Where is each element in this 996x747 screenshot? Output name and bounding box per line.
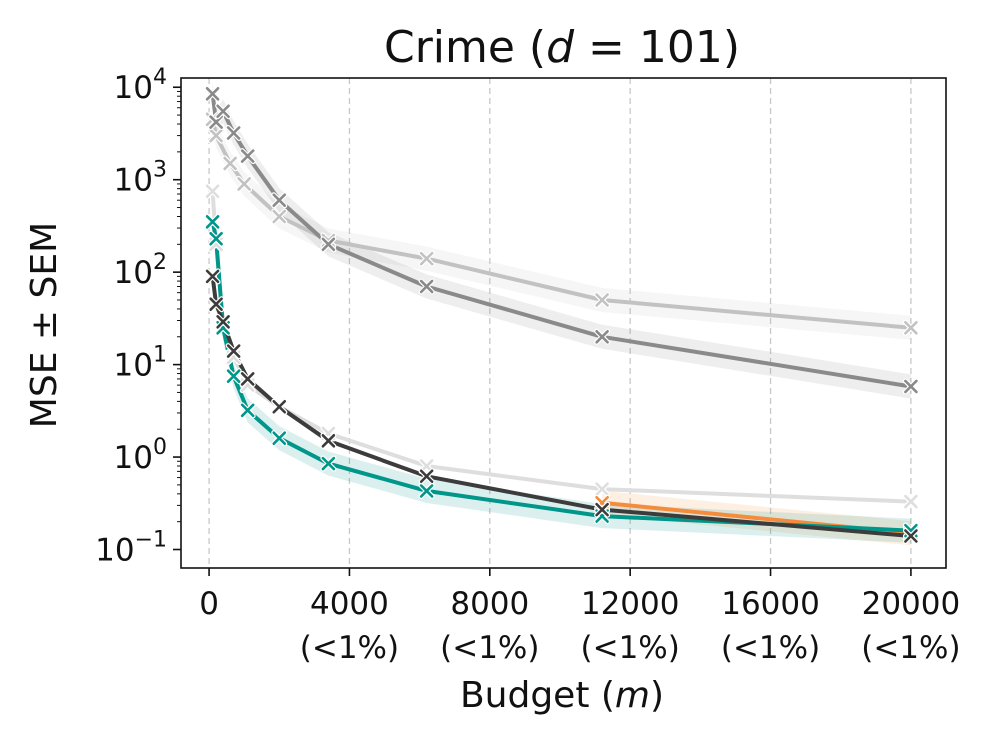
data-point-marker xyxy=(208,230,225,247)
x-tick-sublabel: (<1%) xyxy=(861,630,960,666)
x-tick-label: 16000 xyxy=(721,586,820,622)
data-point-marker xyxy=(204,85,221,102)
data-point-marker xyxy=(271,208,288,225)
x-tick-sublabel: (<1%) xyxy=(721,630,820,666)
data-point-marker xyxy=(215,103,232,120)
y-tick-label: 102 xyxy=(114,250,167,291)
data-point-marker xyxy=(902,378,919,395)
y-tick-label: 100 xyxy=(114,435,167,476)
x-tick-label: 20000 xyxy=(862,586,961,622)
series-line xyxy=(210,274,913,538)
x-tick-sublabel: (<1%) xyxy=(300,630,399,666)
data-point-marker xyxy=(208,296,225,313)
series-markers xyxy=(204,85,919,544)
error-bands xyxy=(212,81,911,546)
y-tick-label: 101 xyxy=(114,343,167,384)
data-point-marker xyxy=(418,468,435,485)
data-point-marker xyxy=(902,493,919,510)
data-point-marker xyxy=(594,291,611,308)
data-point-marker xyxy=(418,278,435,295)
y-tick-label: 103 xyxy=(114,158,167,199)
x-tick-label: 8000 xyxy=(450,586,529,622)
data-point-marker xyxy=(902,527,919,544)
x-axis-ticks: 0 4000 (<1%) 8000 (<1%) 12000 (<1%) 16000 (<1%) 2… xyxy=(199,568,961,666)
data-point-marker xyxy=(594,501,611,518)
y-axis-title: MSE ± SEM xyxy=(24,222,65,428)
data-point-marker xyxy=(902,319,919,336)
x-tick-label: 12000 xyxy=(581,586,680,622)
data-point-marker xyxy=(215,313,232,330)
data-point-marker xyxy=(239,402,256,419)
plot-frame xyxy=(180,77,947,569)
y-tick-label: 104 xyxy=(114,65,167,106)
chart-title: Crime (d = 101) xyxy=(384,22,740,73)
data-point-marker xyxy=(594,481,611,498)
data-point-marker xyxy=(236,175,253,192)
x-tick-label: 4000 xyxy=(310,586,389,622)
data-point-marker xyxy=(208,114,225,131)
data-point-marker xyxy=(225,124,242,141)
data-point-marker xyxy=(204,268,221,285)
x-tick-sublabel: (<1%) xyxy=(581,630,680,666)
data-point-marker xyxy=(222,155,239,172)
data-point-marker xyxy=(204,213,221,230)
plot-area xyxy=(180,77,947,569)
data-point-marker xyxy=(271,398,288,415)
data-point-marker xyxy=(418,482,435,499)
series-band xyxy=(212,107,911,340)
data-point-marker xyxy=(225,368,242,385)
x-tick-label: 0 xyxy=(199,586,219,622)
y-tick-label: 10−1 xyxy=(95,528,167,569)
data-point-marker xyxy=(271,430,288,447)
data-point-marker xyxy=(239,370,256,387)
data-point-marker xyxy=(320,432,337,449)
data-point-marker xyxy=(271,192,288,209)
x-axis-title: Budget (m) xyxy=(460,675,664,716)
data-point-marker xyxy=(320,236,337,253)
x-tick-sublabel: (<1%) xyxy=(440,630,539,666)
data-point-marker xyxy=(208,127,225,144)
x-gridlines xyxy=(208,78,912,568)
data-point-marker xyxy=(239,148,256,165)
data-point-marker xyxy=(225,343,242,360)
series-band xyxy=(212,81,911,399)
data-point-marker xyxy=(594,328,611,345)
data-point-marker xyxy=(320,455,337,472)
data-point-marker xyxy=(418,250,435,267)
data-point-marker xyxy=(204,183,221,200)
y-axis-ticks: 10−1 100 101 102 103 104 xyxy=(95,65,181,569)
